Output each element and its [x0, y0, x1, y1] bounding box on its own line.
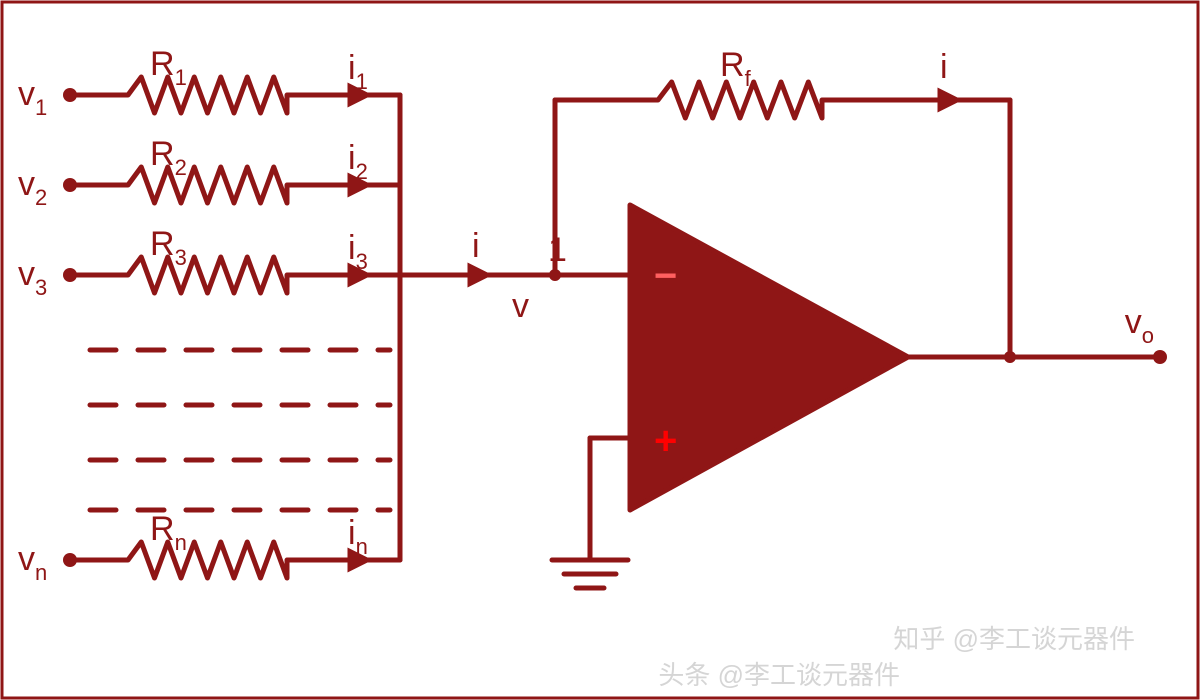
feedback-i-label: i	[940, 48, 948, 86]
opamp-plus: +	[654, 419, 677, 463]
resistor-r3	[110, 257, 305, 293]
watermark-left: 头条 @李工谈元器件	[658, 660, 900, 690]
current-i2-label: i2	[348, 139, 368, 184]
output-terminal	[1153, 350, 1167, 364]
output-fb-node	[1004, 351, 1016, 363]
current-i3-label: i3	[348, 229, 368, 274]
current-i4-label: in	[348, 514, 368, 559]
opamp-triangle	[630, 205, 908, 510]
resistor-r2	[110, 167, 305, 203]
center-v-label: v	[512, 287, 529, 325]
input-v1-label: v1	[18, 75, 47, 120]
resistor-r4	[110, 542, 305, 578]
opamp-minus: −	[654, 254, 677, 298]
resistor-r1	[110, 77, 305, 113]
current-i1-label: i1	[348, 49, 368, 94]
center-i-label: i	[472, 227, 480, 265]
input-v2-label: v2	[18, 165, 47, 210]
watermark-right: 知乎 @李工谈元器件	[893, 624, 1135, 654]
resistor-rf	[640, 82, 840, 118]
input-v4-label: vn	[18, 540, 47, 585]
output-vo-label: vo	[1125, 303, 1154, 348]
input-v3-label: v3	[18, 255, 47, 300]
